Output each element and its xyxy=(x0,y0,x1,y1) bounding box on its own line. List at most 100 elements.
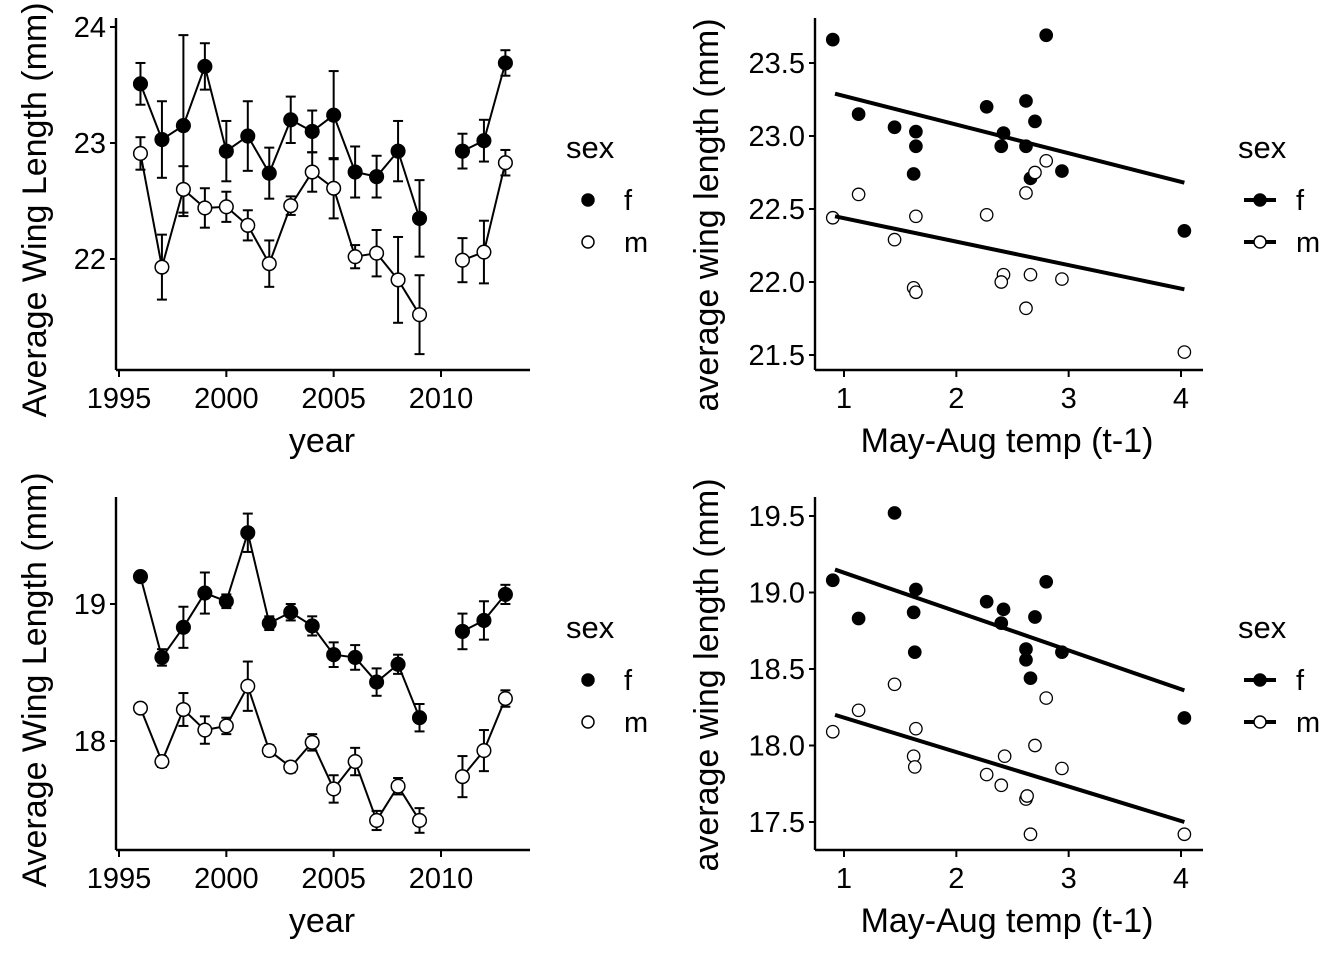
data-point-f xyxy=(909,139,923,154)
data-point-m xyxy=(326,180,342,196)
data-point-m xyxy=(154,259,170,275)
data-point-m xyxy=(825,724,840,739)
data-point-m xyxy=(240,678,256,694)
data-point-m xyxy=(369,245,385,261)
data-point-f xyxy=(261,615,277,631)
data-point-m xyxy=(909,285,923,300)
x-axis-title: year xyxy=(289,422,355,460)
data-point-m xyxy=(907,760,922,774)
data-point-m xyxy=(218,718,234,734)
x-tick-label: 1995 xyxy=(87,863,152,895)
data-point-m xyxy=(261,256,277,272)
y-tick-label: 23 xyxy=(74,128,106,160)
y-tick-label: 22 xyxy=(74,244,106,276)
data-point-f xyxy=(411,210,428,226)
x-tick-label: 4 xyxy=(1173,863,1189,895)
data-point-f xyxy=(347,649,363,665)
data-point-m xyxy=(1177,827,1192,842)
data-point-f xyxy=(497,586,513,602)
data-point-f xyxy=(906,167,921,181)
data-point-m xyxy=(1055,761,1069,776)
legend-title: sex xyxy=(1238,610,1287,645)
data-point-f xyxy=(154,131,170,148)
data-layer xyxy=(825,506,1192,842)
data-point-m xyxy=(1019,186,1033,200)
x-tick-label: 2 xyxy=(948,383,964,415)
data-point-m xyxy=(454,252,471,268)
y-tick-label: 22.0 xyxy=(749,267,805,299)
data-point-f xyxy=(1177,224,1192,238)
x-axis-title: May-Aug temp (t-1) xyxy=(861,902,1154,940)
data-point-m xyxy=(851,187,866,202)
data-point-m xyxy=(411,812,428,829)
x-tick-label: 2010 xyxy=(409,863,474,895)
y-axis-title: average wing length (mm) xyxy=(688,478,726,871)
y-tick-label: 23.5 xyxy=(749,48,805,80)
legend-key-f xyxy=(581,673,595,687)
data-point-m xyxy=(240,217,256,233)
data-point-m xyxy=(476,244,492,260)
data-point-f xyxy=(851,611,866,626)
x-tick-label: 2000 xyxy=(194,863,259,895)
data-point-m xyxy=(1023,827,1038,842)
legend-key-m xyxy=(581,235,595,249)
data-point-f xyxy=(1177,711,1192,725)
x-tick-label: 1 xyxy=(836,383,852,415)
y-tick-label: 24 xyxy=(74,12,106,44)
data-point-m xyxy=(197,200,213,216)
data-layer xyxy=(132,512,513,834)
data-point-m xyxy=(909,209,923,224)
y-tick-label: 18.0 xyxy=(749,731,805,763)
legend-label-m: m xyxy=(624,227,648,259)
data-point-f xyxy=(326,647,342,663)
x-tick-label: 3 xyxy=(1061,383,1077,415)
legend-key-m xyxy=(581,715,595,729)
legend-title: sex xyxy=(566,610,615,645)
x-tick-label: 3 xyxy=(1061,863,1077,895)
data-point-f xyxy=(1028,114,1042,129)
series-m xyxy=(132,660,513,834)
data-point-m xyxy=(326,781,342,797)
data-point-m xyxy=(497,155,513,171)
data-point-f xyxy=(175,619,191,635)
data-point-f xyxy=(369,674,385,690)
legend-title: sex xyxy=(1238,130,1287,165)
data-point-f xyxy=(218,143,234,159)
legend-key-m xyxy=(1253,715,1267,729)
y-tick-label: 17.5 xyxy=(749,807,805,839)
data-point-m xyxy=(997,749,1012,764)
data-point-f xyxy=(454,143,471,159)
data-point-m xyxy=(261,743,277,759)
series-m xyxy=(825,677,1192,842)
data-point-m xyxy=(994,778,1009,793)
x-tick-label: 2 xyxy=(948,863,964,895)
series-f xyxy=(825,28,1192,238)
data-point-f xyxy=(909,124,923,139)
data-point-m xyxy=(218,199,234,215)
x-tick-label: 4 xyxy=(1173,383,1189,415)
y-tick-label: 19.0 xyxy=(749,578,805,610)
x-tick-label: 1995 xyxy=(87,383,152,415)
data-point-m xyxy=(390,272,406,288)
data-point-f xyxy=(1039,28,1054,43)
data-point-f xyxy=(132,76,149,92)
data-point-f xyxy=(907,645,922,660)
data-point-m xyxy=(887,232,902,247)
data-point-f xyxy=(979,594,994,609)
data-point-f xyxy=(887,506,902,520)
data-layer xyxy=(132,34,513,356)
data-point-m xyxy=(283,759,299,775)
data-point-f xyxy=(1028,610,1042,624)
x-tick-label: 2005 xyxy=(301,383,366,415)
legend-label-m: m xyxy=(1296,707,1320,739)
data-point-m xyxy=(1039,153,1054,168)
data-point-f xyxy=(240,525,256,541)
legend-label-f: f xyxy=(624,185,633,217)
data-point-m xyxy=(132,145,149,161)
y-axis-title: Average Wing Length (mm) xyxy=(16,2,54,417)
y-tick-label: 19.5 xyxy=(749,501,805,533)
y-tick-label: 18.5 xyxy=(749,654,805,686)
